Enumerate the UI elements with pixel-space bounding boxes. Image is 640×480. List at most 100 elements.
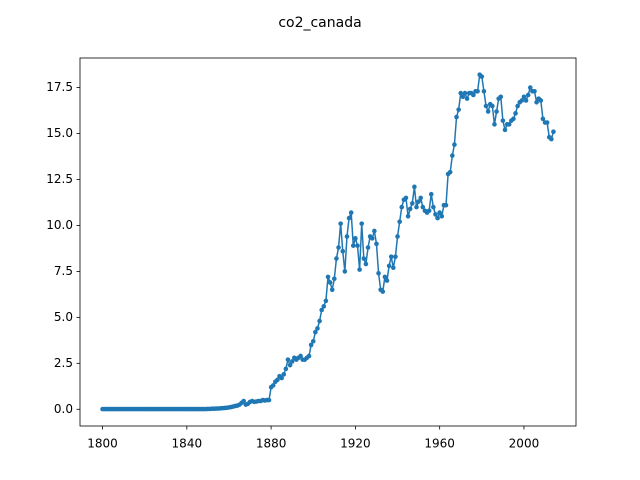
data-point	[334, 256, 339, 261]
data-point	[342, 269, 348, 274]
data-point	[428, 191, 434, 197]
data-point	[306, 353, 312, 359]
data-point	[266, 397, 272, 403]
data-line	[102, 73, 555, 410]
data-point	[350, 243, 356, 248]
data-point	[511, 116, 516, 122]
data-point	[443, 202, 449, 208]
data-point	[420, 204, 426, 210]
data-point	[319, 307, 324, 313]
data-point	[523, 98, 529, 103]
data-point	[386, 263, 392, 269]
data-point	[384, 278, 390, 283]
data-point	[329, 287, 335, 293]
data-point	[241, 398, 247, 404]
data-point	[502, 127, 508, 133]
data-point	[361, 256, 367, 261]
data-point	[359, 221, 365, 226]
data-point	[450, 153, 455, 158]
data-point	[447, 169, 453, 175]
data-point	[433, 212, 438, 217]
data-point	[409, 201, 415, 206]
data-point	[338, 221, 343, 226]
data-point	[513, 111, 518, 116]
data-point	[327, 280, 333, 285]
data-point	[407, 206, 413, 212]
data-point	[521, 94, 527, 100]
data-point	[460, 94, 466, 100]
data-point	[340, 248, 346, 254]
data-point	[363, 261, 369, 267]
data-point	[437, 210, 442, 215]
data-point	[365, 245, 371, 250]
y-tick-label: 7.5	[54, 264, 73, 278]
data-point	[391, 265, 396, 271]
y-tick-label: 17.5	[46, 80, 73, 94]
data-point	[336, 245, 341, 250]
data-point	[270, 383, 276, 388]
data-point	[515, 103, 520, 109]
data-point	[458, 90, 464, 96]
x-tick-label: 1800	[87, 437, 118, 451]
data-point	[376, 270, 381, 276]
x-tick-label: 1960	[424, 437, 455, 451]
data-point	[289, 359, 295, 364]
data-point	[403, 195, 409, 201]
data-point	[405, 213, 411, 219]
data-point	[275, 377, 280, 383]
data-point	[485, 109, 491, 114]
data-point	[357, 267, 362, 272]
data-point	[281, 372, 287, 377]
data-point	[452, 142, 457, 147]
data-point	[332, 276, 337, 282]
y-tick-label: 2.5	[54, 356, 73, 370]
data-point	[544, 120, 550, 125]
x-tick-label: 2000	[509, 437, 540, 451]
y-tick-label: 12.5	[46, 172, 73, 186]
y-tick-label: 5.0	[54, 310, 73, 324]
data-point	[414, 204, 419, 210]
data-point	[285, 357, 291, 362]
data-point	[321, 304, 327, 309]
data-point	[317, 318, 322, 324]
data-point	[355, 243, 360, 248]
data-point	[395, 234, 400, 239]
data-point	[418, 195, 424, 201]
y-tick-label: 15.0	[46, 126, 73, 140]
data-point	[313, 329, 318, 335]
data-point	[540, 116, 546, 122]
data-point	[310, 338, 316, 344]
data-point	[481, 88, 487, 94]
data-point	[454, 114, 459, 120]
data-point	[538, 98, 544, 103]
data-point	[471, 92, 476, 98]
data-point	[412, 184, 417, 190]
data-point	[456, 107, 461, 112]
data-point	[308, 342, 314, 348]
data-point	[346, 215, 352, 221]
data-point	[492, 122, 497, 127]
data-point	[490, 103, 495, 109]
data-point	[298, 353, 303, 359]
y-tick-label: 0.0	[54, 402, 73, 416]
data-point	[551, 129, 556, 135]
data-point	[462, 90, 468, 96]
data-point	[388, 254, 394, 260]
data-point	[498, 94, 504, 100]
data-point	[525, 92, 531, 98]
data-point	[393, 254, 398, 260]
x-tick-label: 1840	[172, 437, 203, 451]
data-point	[374, 241, 379, 247]
data-point	[532, 88, 537, 94]
data-point	[479, 74, 485, 79]
data-point	[372, 228, 377, 234]
x-tick-label: 1920	[340, 437, 371, 451]
data-point	[399, 204, 405, 210]
plot-frame	[79, 57, 577, 427]
data-point	[315, 326, 320, 331]
data-point	[353, 236, 358, 241]
data-point	[475, 88, 480, 94]
data-point	[348, 210, 354, 215]
data-point	[369, 236, 375, 241]
